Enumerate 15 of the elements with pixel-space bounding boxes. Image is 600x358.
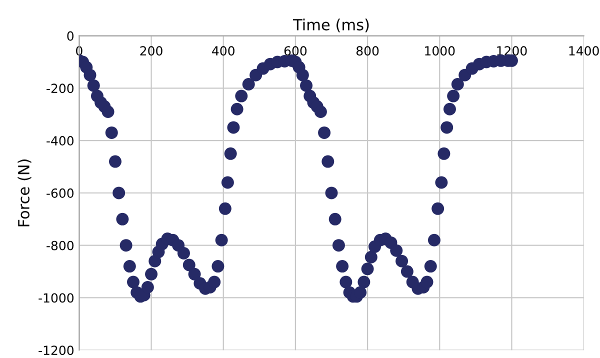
x-tick-label: 400 [212,46,234,56]
x-axis-title: Time (ms) [292,18,369,32]
y-tick-label: -800 [46,240,74,250]
x-tick-label: 1000 [425,46,455,56]
x-tick-label: 800 [356,46,379,56]
x-tick-label: 200 [140,46,162,56]
x-tick-label: 1400 [569,46,599,56]
y-tick-label: -1000 [38,293,74,303]
y-tick-label: -600 [46,188,74,198]
y-tick-label: 0 [67,31,74,41]
x-tick-label: 600 [284,46,307,56]
y-axis-title: Force (N) [18,160,32,226]
y-tick-label: -200 [46,84,74,94]
y-tick-label: -1200 [38,346,74,356]
y-tick-label: -400 [46,136,74,146]
